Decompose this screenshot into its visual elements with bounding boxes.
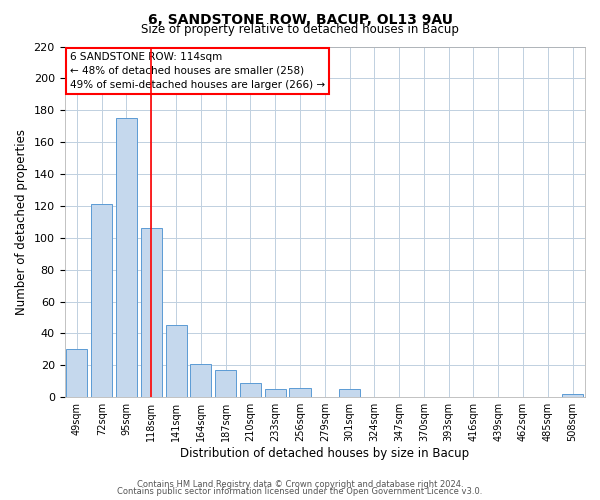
- Bar: [190, 364, 211, 397]
- Text: 6, SANDSTONE ROW, BACUP, OL13 9AU: 6, SANDSTONE ROW, BACUP, OL13 9AU: [148, 12, 452, 26]
- Text: Size of property relative to detached houses in Bacup: Size of property relative to detached ho…: [141, 22, 459, 36]
- Text: Contains HM Land Registry data © Crown copyright and database right 2024.: Contains HM Land Registry data © Crown c…: [137, 480, 463, 489]
- Bar: [289, 388, 311, 397]
- Bar: [265, 389, 286, 397]
- Y-axis label: Number of detached properties: Number of detached properties: [15, 129, 28, 315]
- X-axis label: Distribution of detached houses by size in Bacup: Distribution of detached houses by size …: [180, 447, 469, 460]
- Bar: [116, 118, 137, 397]
- Bar: [166, 326, 187, 397]
- Bar: [215, 370, 236, 397]
- Text: 6 SANDSTONE ROW: 114sqm
← 48% of detached houses are smaller (258)
49% of semi-d: 6 SANDSTONE ROW: 114sqm ← 48% of detache…: [70, 52, 325, 90]
- Bar: [562, 394, 583, 397]
- Bar: [91, 204, 112, 397]
- Bar: [141, 228, 162, 397]
- Bar: [67, 350, 88, 397]
- Bar: [240, 383, 261, 397]
- Text: Contains public sector information licensed under the Open Government Licence v3: Contains public sector information licen…: [118, 487, 482, 496]
- Bar: [339, 389, 360, 397]
